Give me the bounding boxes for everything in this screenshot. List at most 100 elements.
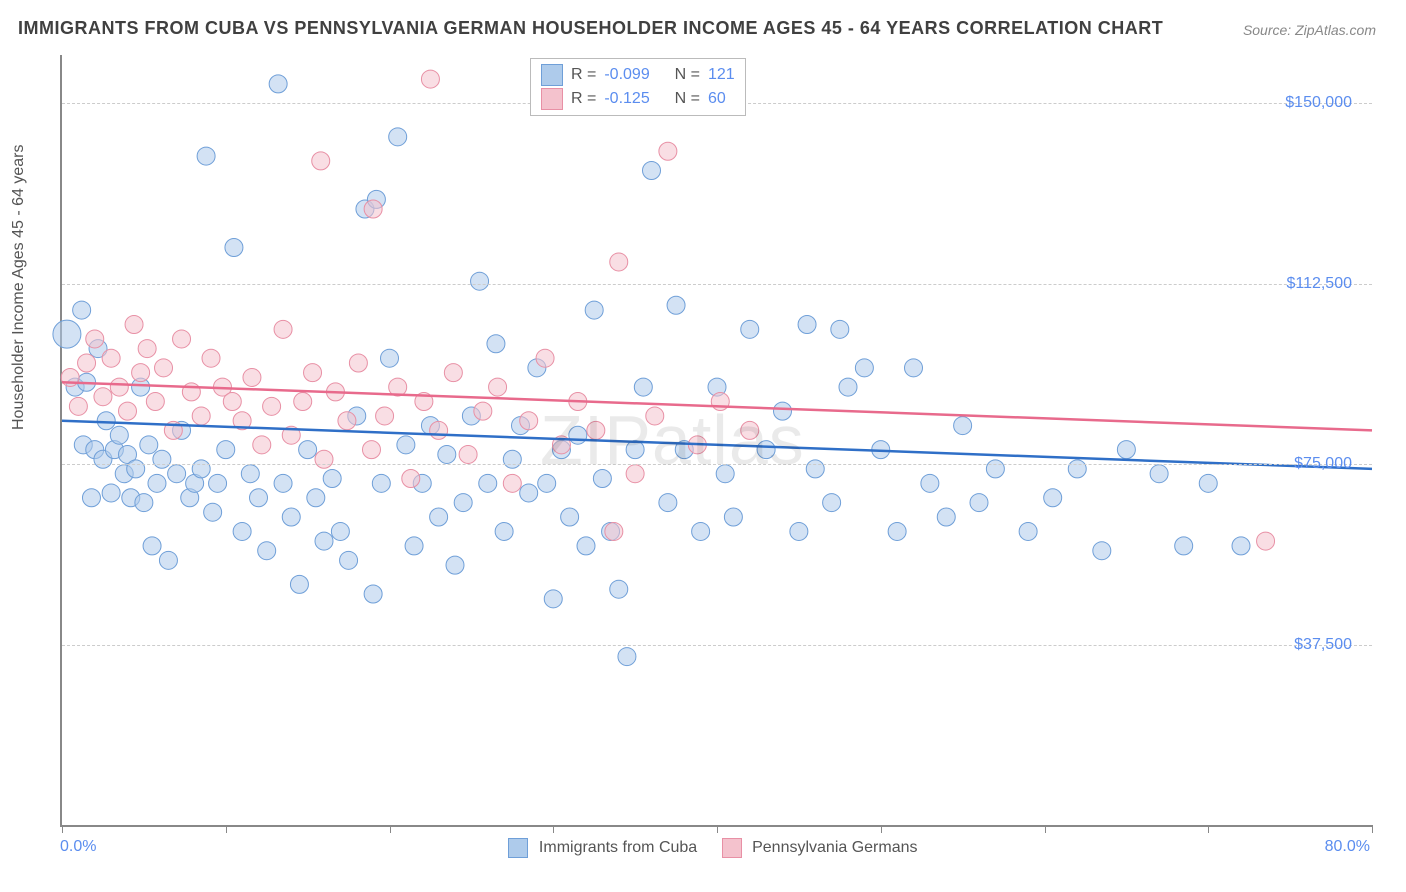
data-point — [1044, 489, 1062, 507]
data-point — [94, 388, 112, 406]
data-point — [1175, 537, 1193, 555]
data-point — [97, 412, 115, 430]
data-point — [143, 537, 161, 555]
y-tick-label: $112,500 — [1286, 275, 1352, 293]
n-value-pa-german: 60 — [708, 90, 726, 108]
data-point — [138, 340, 156, 358]
data-point — [364, 585, 382, 603]
data-point — [155, 359, 173, 377]
data-point — [364, 200, 382, 218]
data-point — [741, 320, 759, 338]
chart-title: IMMIGRANTS FROM CUBA VS PENNSYLVANIA GER… — [18, 18, 1163, 39]
data-point — [405, 537, 423, 555]
data-point — [192, 407, 210, 425]
legend-top-swatch-cuba — [541, 64, 563, 86]
data-point — [140, 436, 158, 454]
data-point — [78, 354, 96, 372]
data-point — [202, 349, 220, 367]
data-point — [544, 590, 562, 608]
data-point — [274, 320, 292, 338]
data-point — [855, 359, 873, 377]
data-point — [438, 445, 456, 463]
data-point — [970, 494, 988, 512]
data-point — [1117, 441, 1135, 459]
data-point — [561, 508, 579, 526]
x-tick — [226, 825, 227, 833]
x-tick — [1045, 825, 1046, 833]
data-point — [243, 368, 261, 386]
data-point — [197, 147, 215, 165]
legend-swatch-pa-german — [722, 838, 742, 858]
n-label: N = — [675, 66, 700, 84]
data-point — [823, 494, 841, 512]
x-tick — [1372, 825, 1373, 833]
y-tick-label: $37,500 — [1294, 636, 1352, 654]
data-point — [569, 426, 587, 444]
data-point — [127, 460, 145, 478]
data-point — [282, 508, 300, 526]
legend-correlation-box: R = -0.099 N = 121 R = -0.125 N = 60 — [530, 58, 746, 116]
data-point — [323, 470, 341, 488]
data-point — [192, 460, 210, 478]
y-tick-label: $75,000 — [1294, 455, 1352, 473]
x-tick — [390, 825, 391, 833]
data-point — [376, 407, 394, 425]
data-point — [102, 349, 120, 367]
data-point — [102, 484, 120, 502]
data-point — [307, 489, 325, 507]
data-point — [646, 407, 664, 425]
data-point — [258, 542, 276, 560]
y-axis-label: Householder Income Ages 45 - 64 years — [10, 145, 28, 431]
data-point — [173, 330, 191, 348]
n-value-cuba: 121 — [708, 66, 735, 84]
r-value-pa-german: -0.125 — [604, 90, 649, 108]
data-point — [349, 354, 367, 372]
data-point — [1068, 460, 1086, 478]
r-label: R = — [571, 90, 596, 108]
data-point — [798, 316, 816, 334]
x-tick — [881, 825, 882, 833]
data-point — [204, 503, 222, 521]
data-point — [217, 441, 235, 459]
x-tick — [553, 825, 554, 833]
data-point — [659, 142, 677, 160]
data-point — [153, 450, 171, 468]
data-point — [454, 494, 472, 512]
data-point — [315, 450, 333, 468]
legend-bottom: Immigrants from Cuba Pennsylvania German… — [0, 838, 1406, 858]
data-point — [148, 474, 166, 492]
data-point — [605, 522, 623, 540]
data-point — [304, 364, 322, 382]
x-tick — [62, 825, 63, 833]
data-point — [1232, 537, 1250, 555]
data-point — [159, 551, 177, 569]
legend-top-swatch-pa-german — [541, 88, 563, 110]
legend-swatch-cuba — [508, 838, 528, 858]
data-point — [1019, 522, 1037, 540]
data-point — [223, 393, 241, 411]
data-point — [667, 296, 685, 314]
data-point — [459, 445, 477, 463]
y-tick-label: $150,000 — [1285, 94, 1352, 112]
data-point — [253, 436, 271, 454]
data-point — [119, 402, 137, 420]
data-point — [954, 417, 972, 435]
data-point — [692, 522, 710, 540]
data-point — [937, 508, 955, 526]
data-point — [774, 402, 792, 420]
data-point — [397, 436, 415, 454]
data-point — [430, 421, 448, 439]
data-point — [790, 522, 808, 540]
data-point — [110, 426, 128, 444]
data-point — [73, 301, 91, 319]
data-point — [69, 397, 87, 415]
source-attribution: Source: ZipAtlas.com — [1243, 22, 1376, 38]
data-point — [659, 494, 677, 512]
data-point — [299, 441, 317, 459]
data-point — [474, 402, 492, 420]
data-point — [634, 378, 652, 396]
data-point — [487, 335, 505, 353]
data-point — [716, 465, 734, 483]
data-point — [381, 349, 399, 367]
data-point — [168, 465, 186, 483]
